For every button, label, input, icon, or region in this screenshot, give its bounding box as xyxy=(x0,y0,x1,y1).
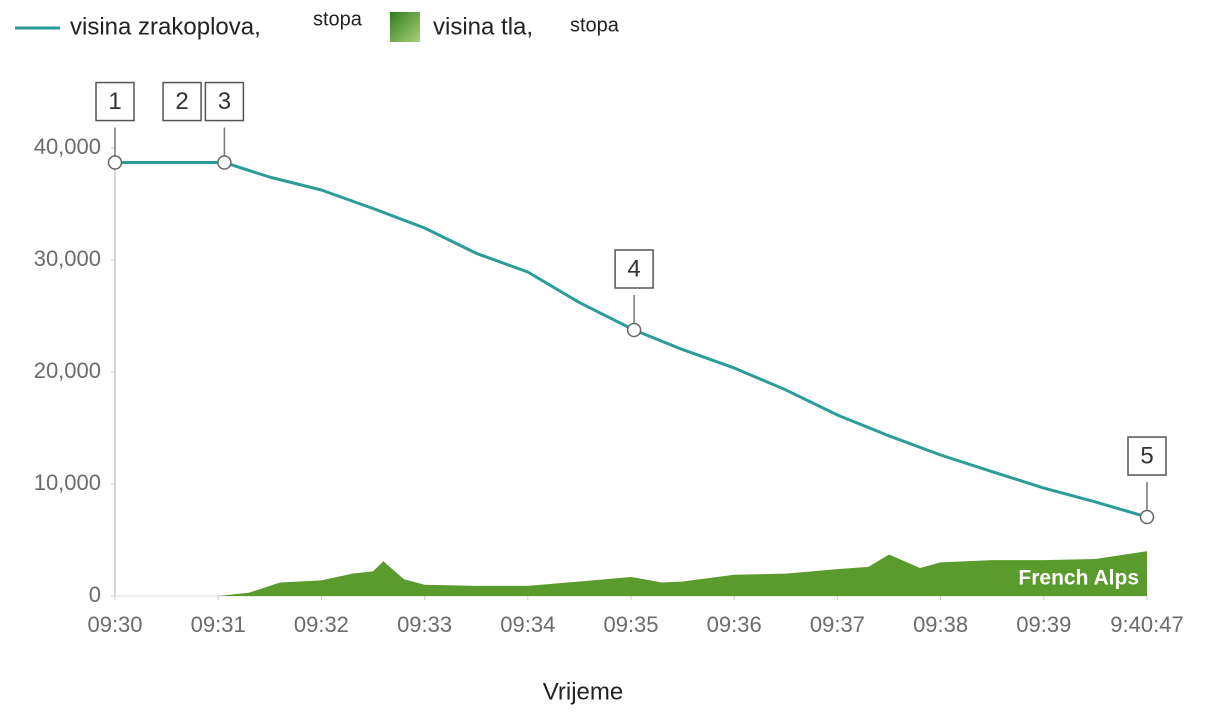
marker-point xyxy=(107,155,123,170)
marker-label: 3 xyxy=(218,88,231,115)
marker-box xyxy=(204,81,245,122)
x-tick-label: 09:39 xyxy=(1016,612,1071,637)
marker-box xyxy=(1127,436,1167,476)
y-tick-label: 0 xyxy=(89,582,101,607)
marker-label: 1 xyxy=(108,88,121,115)
legend-unit: stopa xyxy=(313,8,363,30)
marker-label: 4 xyxy=(627,255,640,282)
ground-area xyxy=(218,551,1147,596)
x-tick-label: 09:32 xyxy=(294,612,349,637)
x-tick-label: 9:40:47 xyxy=(1110,612,1183,637)
x-tick-label: 09:37 xyxy=(810,612,865,637)
legend-unit: stopa xyxy=(570,14,620,36)
x-axis-label: Vrijeme xyxy=(543,678,623,705)
x-tick-label: 09:31 xyxy=(191,612,246,637)
x-tick-label: 09:33 xyxy=(397,612,452,637)
marker-point xyxy=(1139,509,1155,525)
y-tick-label: 40,000 xyxy=(34,134,101,159)
marker-box xyxy=(614,249,654,289)
marker-box xyxy=(162,81,202,122)
x-tick-label: 09:30 xyxy=(87,612,142,637)
area-annotation: French Alps xyxy=(1018,567,1139,590)
y-tick-label: 30,000 xyxy=(34,246,101,271)
marker-point xyxy=(626,322,642,338)
marker-label: 5 xyxy=(1140,442,1153,469)
marker-point xyxy=(217,155,232,170)
y-tick-label: 20,000 xyxy=(34,358,101,383)
y-tick-label: 10,000 xyxy=(34,470,101,495)
legend-label: visina tla, xyxy=(433,13,533,40)
x-tick-label: 09:35 xyxy=(603,612,658,637)
x-tick-label: 09:38 xyxy=(913,612,968,637)
marker-box xyxy=(95,81,135,122)
altitude-line xyxy=(115,161,1148,519)
legend-area-swatch xyxy=(390,12,420,42)
x-tick-label: 09:34 xyxy=(500,612,555,637)
x-tick-label: 09:36 xyxy=(707,612,762,637)
marker-label: 2 xyxy=(175,88,188,115)
legend-label: visina zrakoplova, xyxy=(70,13,261,40)
